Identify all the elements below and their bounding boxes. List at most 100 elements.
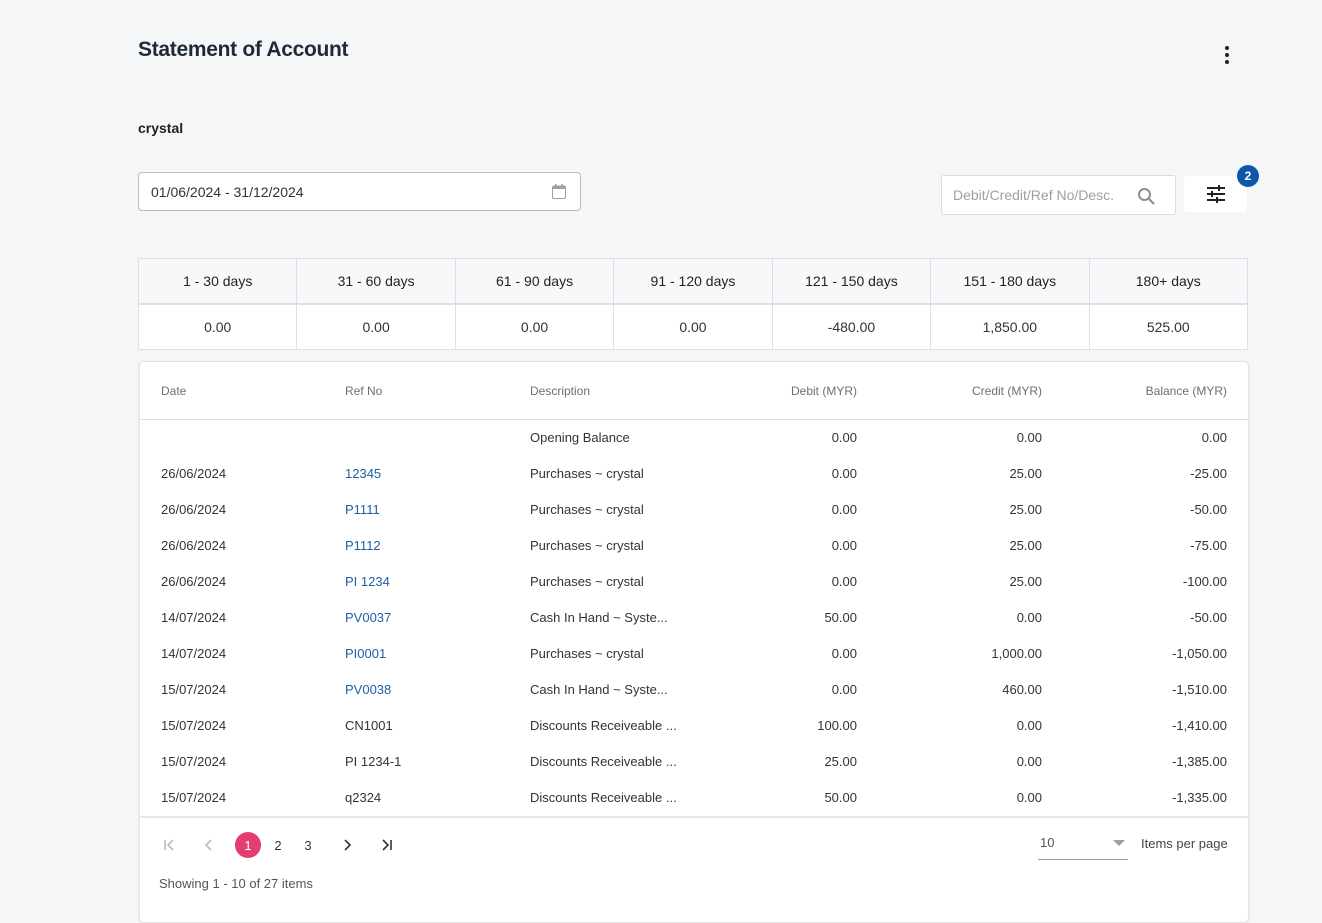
items-per-page-label: Items per page: [1141, 836, 1228, 851]
page-title: Statement of Account: [138, 38, 349, 61]
cell-description: Purchases ~ crystal: [530, 574, 644, 589]
cell-credit: 460.00: [1002, 682, 1042, 697]
cell-date: 26/06/2024: [161, 538, 227, 553]
prev-page-icon: [204, 839, 212, 851]
column-header-credit[interactable]: Credit (MYR): [971, 384, 1042, 398]
aging-header: 61 - 90 days: [454, 258, 615, 305]
first-page-button[interactable]: [157, 832, 183, 858]
aging-value: 0.00: [613, 303, 773, 350]
date-range-picker[interactable]: 01/06/2024 - 31/12/2024: [138, 172, 581, 211]
cell-ref-no: CN1001: [345, 718, 393, 733]
more-vert-dot: [1225, 60, 1229, 64]
cell-description: Opening Balance: [530, 430, 630, 445]
cell-ref-no-link[interactable]: PI0001: [345, 646, 387, 661]
next-page-button[interactable]: [334, 832, 360, 858]
cell-balance: -1,050.00: [1172, 646, 1227, 661]
cell-credit: 25.00: [1009, 538, 1042, 553]
last-page-button[interactable]: [373, 832, 399, 858]
aging-header: 91 - 120 days: [613, 258, 773, 305]
cell-credit: 0.00: [1016, 430, 1042, 445]
cell-balance: -1,385.00: [1172, 754, 1227, 769]
aging-value: -480.00: [771, 303, 932, 350]
aging-header: 121 - 150 days: [771, 258, 932, 305]
cell-ref-no-link[interactable]: PV0038: [345, 682, 392, 697]
cell-balance: 0.00: [1201, 430, 1227, 445]
statement-grid: Date Ref No Description Debit (MYR) Cred…: [139, 361, 1249, 923]
cell-description: Purchases ~ crystal: [530, 466, 644, 481]
cell-balance: -25.00: [1190, 466, 1227, 481]
cell-description: Purchases ~ crystal: [530, 538, 644, 553]
cell-date: 15/07/2024: [161, 790, 227, 805]
table-row: 26/06/2024 PI 1234 Purchases ~ crystal 0…: [140, 563, 1248, 599]
chevron-down-icon: [1113, 840, 1125, 846]
aging-header: 151 - 180 days: [930, 258, 1090, 305]
cell-date: 15/07/2024: [161, 682, 227, 697]
column-header-balance[interactable]: Balance (MYR): [1145, 384, 1227, 398]
cell-credit: 0.00: [1016, 718, 1042, 733]
more-options-button[interactable]: [1212, 40, 1242, 70]
aging-header: 1 - 30 days: [137, 258, 298, 305]
prev-page-button[interactable]: [196, 832, 222, 858]
column-header-debit[interactable]: Debit (MYR): [790, 384, 857, 398]
cell-date: 14/07/2024: [161, 610, 227, 625]
cell-debit: 0.00: [831, 466, 857, 481]
table-row: 26/06/2024 P1112 Purchases ~ crystal 0.0…: [140, 527, 1248, 563]
more-vert-dot: [1225, 53, 1229, 57]
aging-value-row: 0.00 0.00 0.00 0.00 -480.00 1,850.00 525…: [137, 303, 1249, 350]
grid-header: Date Ref No Description Debit (MYR) Cred…: [140, 362, 1248, 420]
cell-credit: 1,000.00: [991, 646, 1042, 661]
cell-date: 26/06/2024: [161, 574, 227, 589]
cell-ref-no-link[interactable]: P1112: [345, 538, 381, 553]
table-row: 15/07/2024 PV0038 Cash In Hand ~ Syste..…: [140, 671, 1248, 707]
aging-value: 525.00: [1088, 303, 1249, 350]
grid-body: Opening Balance 0.00 0.00 0.00 26/06/202…: [140, 419, 1248, 815]
cell-debit: 0.00: [831, 502, 857, 517]
table-row: 15/07/2024 CN1001 Discounts Receiveable …: [140, 707, 1248, 743]
page-button-2[interactable]: 2: [274, 837, 282, 853]
cell-balance: -100.00: [1182, 574, 1227, 589]
filter-button[interactable]: [1184, 176, 1247, 212]
pagination-bar: 1 2 3 10 Items per page Showing 1 - 10 o…: [140, 816, 1248, 891]
page-button-3[interactable]: 3: [304, 837, 312, 853]
cell-ref-no-link[interactable]: PV0037: [345, 610, 392, 625]
aging-summary-table: 1 - 30 days 31 - 60 days 61 - 90 days 91…: [137, 258, 1249, 350]
page-button-1[interactable]: 1: [235, 832, 261, 858]
items-per-page-select[interactable]: 10: [1038, 835, 1128, 860]
cell-debit: 0.00: [831, 646, 857, 661]
cell-credit: 0.00: [1016, 610, 1042, 625]
cell-description: Discounts Receiveable ...: [530, 718, 677, 733]
table-row: Opening Balance 0.00 0.00 0.00: [140, 419, 1248, 455]
cell-balance: -1,410.00: [1172, 718, 1227, 733]
cell-description: Cash In Hand ~ Syste...: [530, 682, 668, 697]
cell-description: Discounts Receiveable ...: [530, 754, 677, 769]
pagination-info: Showing 1 - 10 of 27 items: [159, 876, 313, 891]
cell-ref-no-link[interactable]: PI 1234: [345, 574, 390, 589]
aging-value: 0.00: [137, 303, 298, 350]
column-header-ref-no[interactable]: Ref No: [345, 384, 383, 398]
aging-header: 31 - 60 days: [296, 258, 456, 305]
table-row: 26/06/2024 P1111 Purchases ~ crystal 0.0…: [140, 491, 1248, 527]
cell-debit: 25.00: [824, 754, 857, 769]
aging-header: 180+ days: [1088, 258, 1249, 305]
table-row: 26/06/2024 12345 Purchases ~ crystal 0.0…: [140, 455, 1248, 491]
cell-balance: -50.00: [1190, 502, 1227, 517]
table-row: 14/07/2024 PV0037 Cash In Hand ~ Syste..…: [140, 599, 1248, 635]
cell-debit: 100.00: [817, 718, 857, 733]
last-page-icon: [382, 839, 392, 851]
aging-value: 0.00: [296, 303, 456, 350]
search-box[interactable]: [941, 175, 1176, 215]
cell-ref-no-link[interactable]: 12345: [345, 466, 382, 481]
items-per-page-value: 10: [1040, 835, 1055, 850]
date-range-value: 01/06/2024 - 31/12/2024: [151, 183, 304, 200]
search-input[interactable]: [951, 186, 1140, 204]
cell-debit: 0.00: [831, 538, 857, 553]
column-header-description[interactable]: Description: [530, 384, 591, 398]
cell-debit: 0.00: [831, 574, 857, 589]
cell-credit: 0.00: [1016, 790, 1042, 805]
calendar-icon[interactable]: [552, 184, 566, 199]
column-header-date[interactable]: Date: [161, 384, 187, 398]
search-icon[interactable]: [1137, 187, 1155, 205]
cell-ref-no-link[interactable]: P1111: [345, 502, 380, 517]
customer-name: crystal: [138, 120, 184, 136]
cell-credit: 25.00: [1009, 574, 1042, 589]
